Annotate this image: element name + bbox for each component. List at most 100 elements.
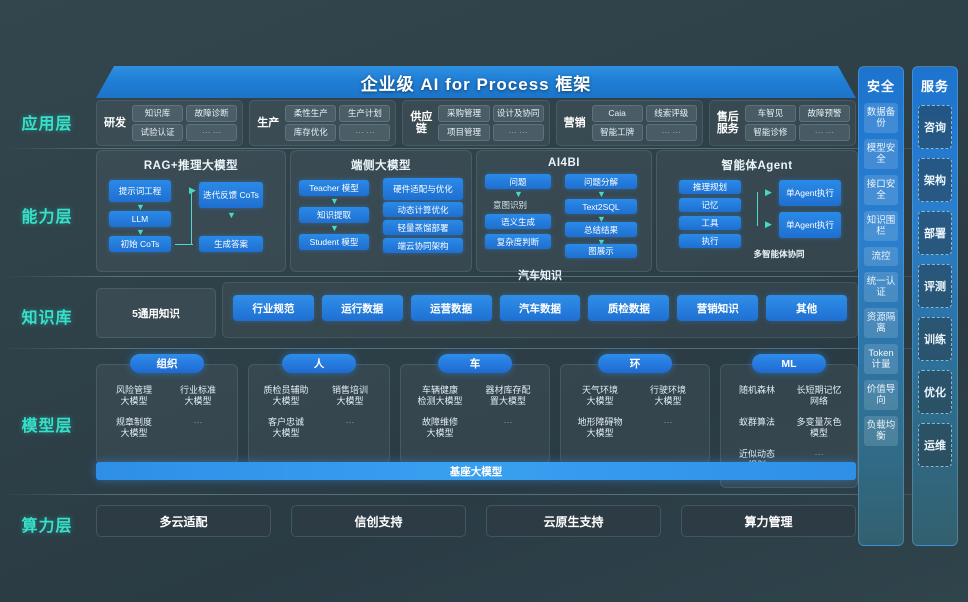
cap-node[interactable]: 语义生成 bbox=[485, 214, 551, 229]
compute-button-multicloud[interactable]: 多云适配 bbox=[96, 505, 271, 537]
cap-node[interactable]: 工具 bbox=[679, 216, 741, 230]
app-chip[interactable]: 故障预警 bbox=[798, 105, 851, 122]
app-chip[interactable]: 柔性生产 bbox=[285, 105, 337, 122]
app-chip[interactable]: 线索评级 bbox=[645, 105, 697, 122]
app-chip[interactable]: 生产计划 bbox=[339, 105, 391, 122]
cap-node[interactable]: Text2SQL bbox=[565, 199, 637, 214]
model-cell[interactable]: 器材库存配 置大模型 bbox=[485, 385, 531, 406]
model-cell[interactable]: 长短期记忆 网络 bbox=[796, 385, 842, 406]
model-cell[interactable]: 车辆健康 检测大模型 bbox=[417, 385, 463, 406]
app-chip[interactable]: 试验认证 bbox=[132, 124, 184, 141]
model-cell[interactable]: 行业标准 大模型 bbox=[179, 385, 216, 406]
service-item[interactable]: 架构 bbox=[918, 158, 952, 202]
capability-box-agent[interactable]: 智能体Agent 推理规划 记忆 工具 执行 单Agent执行 单Agent执行… bbox=[656, 150, 858, 272]
cap-node[interactable]: 问题 bbox=[485, 174, 551, 189]
security-item[interactable]: 资源隔离 bbox=[864, 308, 898, 338]
app-chip[interactable]: 库存优化 bbox=[285, 124, 337, 141]
cap-node[interactable]: 记忆 bbox=[679, 198, 741, 212]
model-cell[interactable]: 风险管理 大模型 bbox=[115, 385, 152, 406]
model-cell[interactable]: 规章制度 大模型 bbox=[115, 417, 152, 438]
cap-node[interactable]: 生成答案 bbox=[199, 236, 263, 252]
knowledge-chip[interactable]: 行业规范 bbox=[233, 295, 314, 321]
compute-button-management[interactable]: 算力管理 bbox=[681, 505, 856, 537]
service-item[interactable]: 咨询 bbox=[918, 105, 952, 149]
model-cell[interactable]: 故障维修 大模型 bbox=[421, 417, 458, 438]
security-item[interactable]: 负载均衡 bbox=[864, 416, 898, 446]
model-cell[interactable]: 销售培训 大模型 bbox=[331, 385, 368, 406]
cap-node[interactable]: 单Agent执行 bbox=[779, 212, 841, 238]
cap-node[interactable]: Student 模型 bbox=[299, 234, 369, 250]
compute-button-xinchuang[interactable]: 信创支持 bbox=[291, 505, 466, 537]
model-group-environment[interactable]: 环 天气环境 大模型 行驶环境 大模型 地形障碍物 大模型 ··· bbox=[560, 354, 710, 464]
knowledge-chip[interactable]: 运营数据 bbox=[410, 295, 492, 321]
security-item[interactable]: 知识围栏 bbox=[864, 211, 898, 241]
service-item[interactable]: 训练 bbox=[918, 317, 952, 361]
model-cell[interactable]: 客户忠诚 大模型 bbox=[267, 417, 304, 438]
security-item[interactable]: 流控 bbox=[864, 247, 898, 266]
app-group-rd[interactable]: 研发 知识库 试验认证 故障诊断 ··· ··· bbox=[96, 100, 244, 146]
security-item[interactable]: Token计量 bbox=[864, 344, 898, 374]
cap-node[interactable]: 迭代反馈 CoTs bbox=[199, 182, 263, 208]
cap-node[interactable]: Teacher 模型 bbox=[299, 180, 369, 196]
app-chip[interactable]: 智能诊修 bbox=[744, 124, 796, 141]
cap-node[interactable]: 执行 bbox=[679, 234, 741, 248]
knowledge-general-box[interactable]: 5通用知识 bbox=[96, 288, 216, 338]
cap-node[interactable]: LLM bbox=[109, 211, 171, 227]
compute-button-cloudnative[interactable]: 云原生支持 bbox=[486, 505, 661, 537]
model-group-vehicle[interactable]: 车 车辆健康 检测大模型 器材库存配 置大模型 故障维修 大模型 ··· bbox=[400, 354, 550, 464]
app-group-after-sales[interactable]: 售后服务 车智见 智能诊修 故障预警 ··· ··· bbox=[708, 100, 857, 146]
model-cell[interactable]: 多变量灰色 模型 bbox=[796, 417, 842, 438]
cap-node[interactable]: 复杂度判断 bbox=[485, 234, 551, 249]
knowledge-chip[interactable]: 质检数据 bbox=[588, 295, 670, 321]
cap-node[interactable]: 图展示 bbox=[565, 244, 637, 258]
cap-node[interactable]: 硬件适配与优化 bbox=[383, 178, 463, 200]
security-item[interactable]: 接口安全 bbox=[864, 175, 898, 205]
model-group-organization[interactable]: 组织 风险管理 大模型 行业标准 大模型 规章制度 大模型 ··· bbox=[96, 354, 238, 464]
base-model-bar[interactable]: 基座大模型 bbox=[96, 462, 856, 480]
app-chip[interactable]: 设计及协同 bbox=[492, 105, 544, 122]
app-group-marketing[interactable]: 营销 Caia 智能工牌 线索评级 ··· ··· bbox=[555, 100, 703, 146]
cap-node[interactable]: 总结结果 bbox=[565, 222, 637, 237]
security-item[interactable]: 数据备份 bbox=[864, 103, 898, 133]
service-item[interactable]: 优化 bbox=[918, 370, 952, 414]
capability-box-rag[interactable]: RAG+推理大模型 提示词工程 ▼ LLM ▼ 初始 CoTs 迭代反馈 CoT… bbox=[96, 150, 286, 272]
cap-node[interactable]: 知识提取 bbox=[299, 207, 369, 223]
cap-node[interactable]: 推理规划 bbox=[679, 180, 741, 194]
service-item[interactable]: 部署 bbox=[918, 211, 952, 255]
security-item[interactable]: 统一认证 bbox=[864, 272, 898, 302]
app-chip[interactable]: 采购管理 bbox=[438, 105, 490, 122]
cap-node[interactable]: 问题分解 bbox=[565, 174, 637, 189]
cap-node[interactable]: 单Agent执行 bbox=[779, 180, 841, 206]
app-chip[interactable]: 知识库 bbox=[132, 105, 184, 122]
security-item[interactable]: 模型安全 bbox=[864, 139, 898, 169]
app-chip[interactable]: 车智见 bbox=[744, 105, 796, 122]
app-chip[interactable]: 智能工牌 bbox=[591, 124, 643, 141]
app-chip[interactable]: Caia bbox=[591, 105, 643, 122]
knowledge-chip[interactable]: 汽车数据 bbox=[499, 295, 581, 321]
service-item[interactable]: 运维 bbox=[918, 423, 952, 467]
model-cell[interactable]: 天气环境 大模型 bbox=[581, 385, 618, 406]
model-cell[interactable]: 质检员辅助 大模型 bbox=[263, 385, 309, 406]
cap-footnote: 多智能体协同 bbox=[753, 249, 805, 259]
cap-node[interactable]: 轻量蒸馏部署 bbox=[383, 220, 463, 235]
cap-node[interactable]: 提示词工程 bbox=[109, 180, 171, 202]
app-chip[interactable]: 项目管理 bbox=[438, 124, 490, 141]
model-cell[interactable]: 蚁群算法 bbox=[738, 417, 775, 427]
security-item[interactable]: 价值导向 bbox=[864, 380, 898, 410]
model-cell[interactable]: 随机森林 bbox=[738, 385, 775, 395]
service-item[interactable]: 评测 bbox=[918, 264, 952, 308]
model-cell[interactable]: 行驶环境 大模型 bbox=[649, 385, 686, 406]
cap-node[interactable]: 端云协同架构 bbox=[383, 238, 463, 253]
model-group-people[interactable]: 人 质检员辅助 大模型 销售培训 大模型 客户忠诚 大模型 ··· bbox=[248, 354, 390, 464]
knowledge-chip[interactable]: 其他 bbox=[766, 295, 848, 321]
capability-box-edge[interactable]: 端侧大模型 Teacher 模型 ▼ 知识提取 ▼ Student 模型 硬件适… bbox=[290, 150, 472, 272]
cap-node[interactable]: 初始 CoTs bbox=[109, 236, 171, 252]
knowledge-chip[interactable]: 营销知识 bbox=[677, 295, 759, 321]
model-cell[interactable]: 地形障碍物 大模型 bbox=[577, 417, 623, 438]
app-group-supply-chain[interactable]: 供应链 采购管理 项目管理 设计及协同 ··· ··· bbox=[402, 100, 550, 146]
knowledge-chip[interactable]: 运行数据 bbox=[321, 295, 403, 321]
app-chip[interactable]: 故障诊断 bbox=[186, 105, 238, 122]
app-group-production[interactable]: 生产 柔性生产 库存优化 生产计划 ··· ··· bbox=[249, 100, 397, 146]
capability-box-ai4bi[interactable]: AI4BI 问题 ▼ 意图识别 语义生成 复杂度判断 问题分解 ▼ Text2S… bbox=[476, 150, 652, 272]
cap-node[interactable]: 动态计算优化 bbox=[383, 202, 463, 217]
